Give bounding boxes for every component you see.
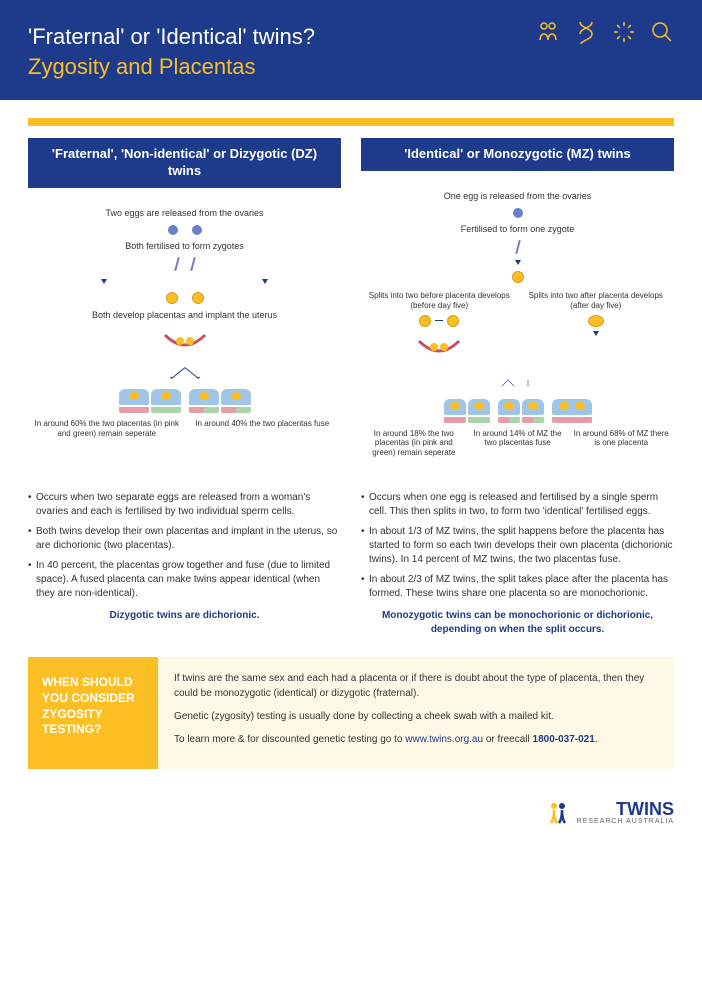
header-icons <box>536 20 674 44</box>
testing-phone[interactable]: 1800-037-021 <box>533 734 595 745</box>
dna-icon <box>574 20 598 44</box>
testing-title: WHEN SHOULD YOU CONSIDER ZYGOSITY TESTIN… <box>28 657 158 769</box>
identical-diagram: One egg is released from the ovaries Fer… <box>361 171 674 472</box>
bullet-section: Occurs when two separate eggs are releas… <box>0 491 702 637</box>
uterus-icon <box>365 333 514 363</box>
people-icon <box>536 20 560 44</box>
fraternal-diagram: Two eggs are released from the ovaries B… <box>28 188 341 453</box>
bullet-item: In 40 percent, the placentas grow togeth… <box>28 559 341 601</box>
bullet-item: In about 1/3 of MZ twins, the split happ… <box>361 525 674 567</box>
outcome-text: In around 60% the two placentas (in pink… <box>32 419 182 438</box>
testing-p2: Genetic (zygosity) testing is usually do… <box>174 709 658 724</box>
eggs <box>32 225 337 235</box>
split-after: Splits into two after placenta develops … <box>522 291 671 368</box>
split-arrow <box>32 363 337 383</box>
divider-bar <box>28 118 674 126</box>
split-text: Splits into two before placenta develops… <box>365 291 514 310</box>
split-text: Splits into two after placenta develops … <box>522 291 671 310</box>
identical-bullets: Occurs when one egg is released and fert… <box>361 491 674 637</box>
conclusion-text: Monozygotic twins can be monochorionic o… <box>361 609 674 637</box>
outcome-text: In around 68% of MZ there is one placent… <box>572 429 670 458</box>
testing-link[interactable]: www.twins.org.au <box>405 734 483 745</box>
identical-column: 'Identical' or Monozygotic (MZ) twins On… <box>361 138 674 471</box>
step-text: One egg is released from the ovaries <box>365 191 670 202</box>
bullet-item: Both twins develop their own placentas a… <box>28 525 341 553</box>
testing-content: If twins are the same sex and each had a… <box>158 657 674 769</box>
egg <box>365 208 670 218</box>
testing-p3: To learn more & for discounted genetic t… <box>174 732 658 747</box>
fraternal-bullets: Occurs when two separate eggs are releas… <box>28 491 341 637</box>
bullet-item: Occurs when two separate eggs are releas… <box>28 491 341 519</box>
step-text: Two eggs are released from the ovaries <box>32 208 337 219</box>
conclusion-text: Dizygotic twins are dichorionic. <box>28 609 341 623</box>
bullet-item: In about 2/3 of MZ twins, the split take… <box>361 573 674 601</box>
bullet-item: Occurs when one egg is released and fert… <box>361 491 674 519</box>
outcome-text: In around 40% the two placentas fuse <box>188 419 338 438</box>
uterus-icon <box>32 327 337 357</box>
placenta-outcomes <box>32 389 337 413</box>
zygotes <box>32 292 337 304</box>
placenta-outcomes <box>365 399 670 423</box>
page-subtitle: Zygosity and Placentas <box>28 54 674 80</box>
fraternal-header: 'Fraternal', 'Non-identical' or Dizygoti… <box>28 138 341 188</box>
logo-text: TWINS <box>577 800 674 818</box>
testing-p1: If twins are the same sex and each had a… <box>174 671 658 701</box>
arrow <box>593 331 599 336</box>
split-before: Splits into two before placenta develops… <box>365 291 514 368</box>
outcome-labels: In around 18% the two placentas (in pink… <box>365 429 670 458</box>
outcome-text: In around 18% the two placentas (in pink… <box>365 429 463 458</box>
fraternal-column: 'Fraternal', 'Non-identical' or Dizygoti… <box>28 138 341 471</box>
split-arrow <box>365 373 670 393</box>
logo: TWINS RESEARCH AUSTRALIA <box>545 799 674 825</box>
zygote <box>365 271 670 283</box>
columns: 'Fraternal', 'Non-identical' or Dizygoti… <box>0 138 702 471</box>
sperm-row <box>32 257 337 271</box>
logo-subtext: RESEARCH AUSTRALIA <box>577 818 674 825</box>
logo-icon <box>545 799 571 825</box>
identical-header: 'Identical' or Monozygotic (MZ) twins <box>361 138 674 171</box>
outcome-text: In around 14% of MZ the two placentas fu… <box>469 429 567 458</box>
search-icon <box>650 20 674 44</box>
step-text: Both fertilised to form zygotes <box>32 241 337 252</box>
sperm-row <box>365 240 670 254</box>
step-text: Both develop placentas and implant the u… <box>32 310 337 321</box>
outcome-labels: In around 60% the two placentas (in pink… <box>32 419 337 438</box>
header: 'Fraternal' or 'Identical' twins? Zygosi… <box>0 0 702 100</box>
footer: TWINS RESEARCH AUSTRALIA <box>0 789 702 850</box>
split-paths: Splits into two before placenta develops… <box>365 291 670 368</box>
star-icon <box>612 20 636 44</box>
arrows <box>32 277 337 286</box>
arrow <box>515 260 521 265</box>
testing-box: WHEN SHOULD YOU CONSIDER ZYGOSITY TESTIN… <box>28 657 674 769</box>
step-text: Fertilised to form one zygote <box>365 224 670 235</box>
